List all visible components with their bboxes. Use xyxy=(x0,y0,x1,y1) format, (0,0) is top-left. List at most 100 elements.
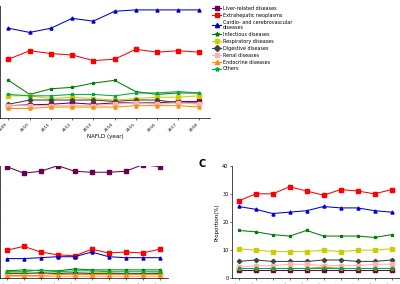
Line: Endocrine diseases: Endocrine diseases xyxy=(237,266,393,270)
Others xyxy=(176,90,180,93)
Others xyxy=(72,269,77,273)
Endocrine diseases xyxy=(70,105,74,109)
Endocrine diseases xyxy=(123,273,128,276)
Extrahepatic neoplasms xyxy=(133,48,138,51)
Liver-related diseases xyxy=(270,268,275,272)
Liver-related diseases xyxy=(55,164,60,167)
Digestive diseases xyxy=(27,98,32,102)
Extrahepatic neoplasms xyxy=(140,251,145,255)
Extrahepatic neoplasms xyxy=(123,250,128,254)
Cardio- and cerebrovascular
diseases xyxy=(176,8,180,12)
Others xyxy=(48,94,53,97)
Respiratory diseases xyxy=(321,248,326,252)
Renal diseases xyxy=(355,264,360,267)
Digestive diseases xyxy=(55,272,60,275)
Respiratory diseases xyxy=(236,247,241,250)
Cardio- and cerebrovascular
diseases xyxy=(355,206,360,210)
Liver-related diseases xyxy=(157,165,162,168)
Line: Liver-related diseases: Liver-related diseases xyxy=(7,100,201,107)
Endocrine diseases xyxy=(4,274,9,277)
Others xyxy=(355,267,360,270)
Endocrine diseases xyxy=(154,104,159,107)
Digestive diseases xyxy=(70,98,74,102)
Extrahepatic neoplasms xyxy=(372,192,377,195)
Line: Digestive diseases: Digestive diseases xyxy=(237,258,393,263)
Cardio- and cerebrovascular
diseases xyxy=(197,8,202,12)
Digestive diseases xyxy=(112,100,117,103)
Extrahepatic neoplasms xyxy=(389,188,394,191)
Cardio- and cerebrovascular
diseases xyxy=(55,255,60,258)
Liver-related diseases xyxy=(389,268,394,272)
Line: Digestive diseases: Digestive diseases xyxy=(7,99,201,106)
Liver-related diseases xyxy=(253,268,258,272)
Renal diseases xyxy=(287,262,292,266)
Respiratory diseases xyxy=(21,271,26,274)
Respiratory diseases xyxy=(55,271,60,274)
Endocrine diseases xyxy=(55,273,60,276)
Infectious diseases xyxy=(304,229,309,232)
Liver-related diseases xyxy=(355,268,360,272)
Renal diseases xyxy=(140,274,145,277)
Renal diseases xyxy=(253,264,258,267)
Extrahepatic neoplasms xyxy=(6,57,11,61)
Others xyxy=(253,267,258,270)
Extrahepatic neoplasms xyxy=(287,185,292,189)
Endocrine diseases xyxy=(287,267,292,270)
Extrahepatic neoplasms xyxy=(154,51,159,54)
Endocrine diseases xyxy=(140,273,145,276)
Respiratory diseases xyxy=(355,248,360,252)
Renal diseases xyxy=(70,104,74,107)
Digestive diseases xyxy=(197,101,202,105)
Renal diseases xyxy=(72,274,77,277)
Others xyxy=(38,268,43,272)
Digestive diseases xyxy=(91,98,96,102)
Cardio- and cerebrovascular
diseases xyxy=(140,256,145,259)
Infectious diseases xyxy=(21,268,26,272)
Respiratory diseases xyxy=(72,272,77,275)
Respiratory diseases xyxy=(91,97,96,100)
Infectious diseases xyxy=(355,234,360,238)
Endocrine diseases xyxy=(176,104,180,107)
Cardio- and cerebrovascular
diseases xyxy=(157,256,162,259)
Liver-related diseases xyxy=(48,103,53,106)
Line: Infectious diseases: Infectious diseases xyxy=(5,268,161,272)
Line: Others: Others xyxy=(5,268,161,273)
Liver-related diseases xyxy=(304,268,309,272)
Infectious diseases xyxy=(372,236,377,239)
Digestive diseases xyxy=(6,103,11,106)
Digestive diseases xyxy=(287,260,292,263)
Cardio- and cerebrovascular
diseases xyxy=(112,10,117,13)
Renal diseases xyxy=(123,274,128,277)
Extrahepatic neoplasms xyxy=(48,52,53,55)
Liver-related diseases xyxy=(112,101,117,105)
Liver-related diseases xyxy=(338,268,343,272)
Cardio- and cerebrovascular
diseases xyxy=(6,26,11,30)
Renal diseases xyxy=(38,274,43,277)
Digestive diseases xyxy=(123,272,128,275)
Cardio- and cerebrovascular
diseases xyxy=(72,255,77,258)
Endocrine diseases xyxy=(270,267,275,270)
Endocrine diseases xyxy=(133,104,138,107)
Legend: Liver-related diseases, Extrahepatic neoplasms, Cardio- and cerebrovascular
dise: Liver-related diseases, Extrahepatic neo… xyxy=(212,6,292,72)
Extrahepatic neoplasms xyxy=(38,250,43,254)
Digestive diseases xyxy=(321,258,326,262)
Endocrine diseases xyxy=(372,267,377,270)
Infectious diseases xyxy=(112,79,117,82)
Infectious diseases xyxy=(253,230,258,233)
Endocrine diseases xyxy=(253,267,258,270)
Others xyxy=(236,267,241,270)
Extrahepatic neoplasms xyxy=(21,245,26,248)
Renal diseases xyxy=(338,264,343,267)
Text: C: C xyxy=(198,159,206,169)
Extrahepatic neoplasms xyxy=(355,189,360,193)
Line: Others: Others xyxy=(7,90,201,97)
Others xyxy=(197,91,202,95)
Renal diseases xyxy=(4,274,9,277)
Others xyxy=(55,270,60,273)
Endocrine diseases xyxy=(112,105,117,109)
Infectious diseases xyxy=(38,269,43,273)
Infectious diseases xyxy=(236,229,241,232)
Renal diseases xyxy=(133,101,138,105)
Liver-related diseases xyxy=(89,170,94,174)
Endocrine diseases xyxy=(38,274,43,277)
